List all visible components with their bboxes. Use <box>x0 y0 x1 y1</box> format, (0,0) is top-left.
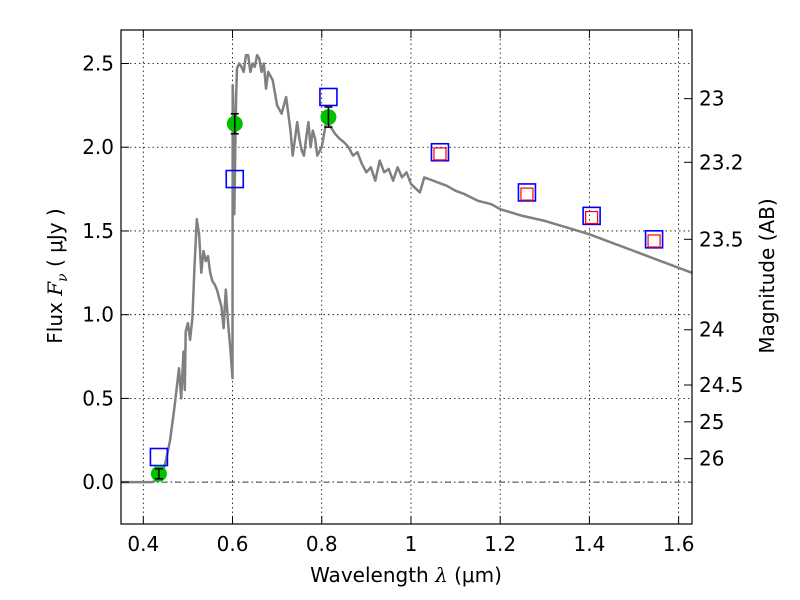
grid-lines <box>121 30 692 524</box>
y-tick-label: 1.0 <box>82 303 114 327</box>
y2-tick-label: 25 <box>699 410 724 434</box>
x-tick-label: 1.2 <box>484 532 516 556</box>
plot-frame <box>120 29 693 525</box>
blue-square-marker <box>149 447 169 467</box>
x-tick-label: 0.4 <box>127 532 159 556</box>
y-tick-label: 1.5 <box>82 219 114 243</box>
red-square-marker <box>647 234 661 248</box>
y-tick-label: 0.5 <box>82 386 114 410</box>
y-axis-label: Flux Fν ( μJy ) <box>43 208 71 343</box>
x-tick-label: 1 <box>405 532 418 556</box>
model-spectrum <box>121 53 693 484</box>
x-tick-label: 0.8 <box>306 532 338 556</box>
x-tick-label: 0.6 <box>217 532 249 556</box>
blue-square-marker <box>582 206 601 226</box>
photometry-points <box>149 87 664 482</box>
y2-axis-label: Magnitude (AB) <box>755 198 779 353</box>
y2-tick-label: 26 <box>699 447 724 471</box>
x-tick-label: 1.4 <box>573 532 605 556</box>
x-tick-label: 1.6 <box>663 532 695 556</box>
blue-square-marker <box>517 183 537 202</box>
y2-tick-label: 23.2 <box>699 150 744 174</box>
spectrum-line <box>121 53 693 484</box>
blue-square-marker <box>319 87 338 107</box>
blue-square-marker <box>644 230 664 249</box>
blue-square-marker <box>225 169 245 189</box>
x-axis-label: Wavelength λ (μm) <box>310 563 502 587</box>
y2-tick-label: 24.5 <box>699 373 744 397</box>
y-tick-label: 0.0 <box>82 470 114 494</box>
y2-tick-label: 24 <box>699 318 724 342</box>
y-tick-label: 2.0 <box>82 135 114 159</box>
blue-square-marker <box>430 142 450 162</box>
axis-ticks <box>121 30 692 524</box>
tick-labels: 0.4 0.6 0.8 1 1.2 1.4 1.6 0.0 0.5 1.0 1.5 2.0 2.5 23 2… <box>82 51 743 556</box>
y2-tick-label: 23.5 <box>699 227 744 251</box>
red-square-marker <box>520 187 534 201</box>
red-square-marker <box>585 210 599 225</box>
y-tick-label: 2.5 <box>82 51 114 75</box>
red-square-marker <box>433 147 447 161</box>
y2-tick-label: 23 <box>699 87 724 111</box>
